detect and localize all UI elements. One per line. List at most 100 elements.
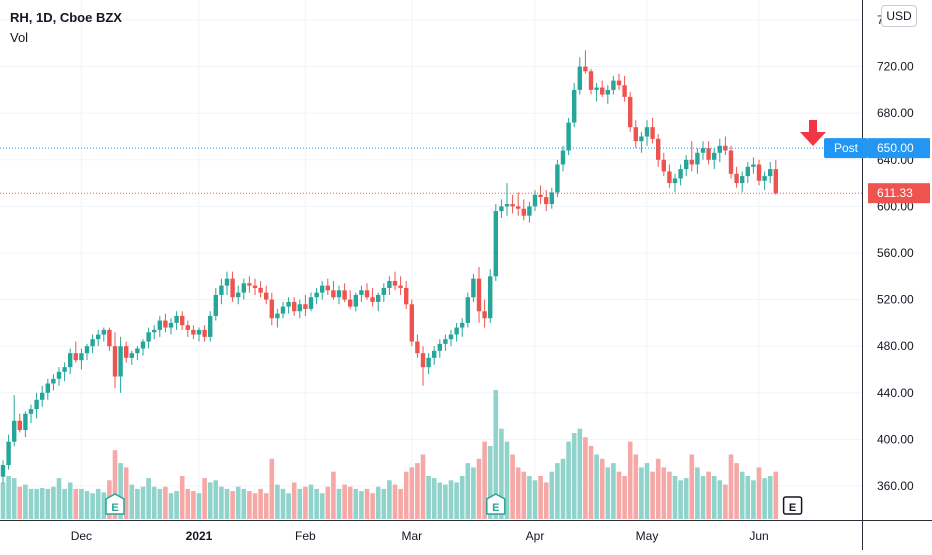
candle-body[interactable]: [566, 122, 571, 151]
candle-body[interactable]: [224, 278, 230, 286]
candle-body[interactable]: [460, 322, 465, 328]
candle-body[interactable]: [762, 176, 767, 181]
candle-body[interactable]: [773, 169, 778, 194]
candle-body[interactable]: [348, 299, 353, 307]
candle-body[interactable]: [62, 367, 67, 372]
candle-body[interactable]: [622, 85, 627, 97]
candle-body[interactable]: [325, 285, 330, 291]
candle-body[interactable]: [426, 357, 431, 368]
candle-body[interactable]: [12, 420, 17, 442]
candle-body[interactable]: [381, 287, 386, 295]
candle-body[interactable]: [482, 311, 487, 319]
candle-body[interactable]: [577, 66, 582, 90]
candle-body[interactable]: [588, 71, 594, 90]
candle-body[interactable]: [286, 301, 291, 307]
candle-body[interactable]: [364, 290, 370, 298]
candle-body[interactable]: [656, 138, 661, 160]
candle-body[interactable]: [101, 329, 106, 335]
candle-body[interactable]: [45, 383, 50, 393]
candle-body[interactable]: [112, 346, 118, 377]
candle-body[interactable]: [185, 325, 190, 330]
candle-body[interactable]: [219, 285, 224, 295]
candle-body[interactable]: [521, 208, 526, 216]
candle-body[interactable]: [432, 350, 437, 358]
candle-body[interactable]: [672, 178, 678, 184]
candle-body[interactable]: [107, 329, 112, 347]
candle-body[interactable]: [152, 329, 157, 333]
candle-body[interactable]: [756, 164, 762, 181]
candle-body[interactable]: [163, 320, 168, 328]
candle-body[interactable]: [745, 166, 750, 177]
candle-body[interactable]: [437, 343, 442, 351]
candle-body[interactable]: [644, 127, 650, 137]
candle-body[interactable]: [493, 211, 498, 277]
candle-body[interactable]: [23, 413, 28, 431]
candle-body[interactable]: [734, 173, 739, 184]
candle-body[interactable]: [230, 278, 235, 298]
candle-body[interactable]: [370, 297, 375, 302]
candle-body[interactable]: [17, 420, 22, 431]
candle-body[interactable]: [404, 287, 409, 305]
candle-body[interactable]: [241, 283, 246, 293]
candle-body[interactable]: [448, 334, 454, 340]
candle-body[interactable]: [331, 290, 336, 298]
candle-body[interactable]: [488, 276, 493, 319]
candle-body[interactable]: [28, 409, 34, 414]
candle-body[interactable]: [572, 89, 577, 123]
candle-body[interactable]: [297, 304, 302, 312]
candle-body[interactable]: [728, 150, 734, 174]
candle-body[interactable]: [353, 294, 358, 307]
candle-body[interactable]: [79, 353, 84, 361]
currency-button[interactable]: USD: [881, 5, 917, 27]
candle-body[interactable]: [723, 145, 728, 151]
candle-body[interactable]: [213, 294, 218, 316]
candle-body[interactable]: [706, 148, 711, 160]
candle-body[interactable]: [258, 287, 263, 293]
candle-body[interactable]: [398, 285, 403, 288]
candle-body[interactable]: [532, 194, 538, 207]
candle-body[interactable]: [174, 315, 179, 323]
candle-body[interactable]: [751, 164, 756, 167]
candle-body[interactable]: [56, 371, 62, 379]
candle-body[interactable]: [275, 313, 280, 319]
candle-body[interactable]: [68, 353, 73, 368]
candle-body[interactable]: [504, 204, 510, 207]
candle-body[interactable]: [180, 315, 185, 326]
candle-body[interactable]: [292, 301, 297, 312]
candle-body[interactable]: [336, 290, 342, 298]
candle-body[interactable]: [555, 164, 560, 193]
candle-body[interactable]: [140, 341, 146, 349]
earnings-marker[interactable]: [105, 493, 125, 515]
candle-body[interactable]: [90, 339, 95, 347]
candle-body[interactable]: [695, 152, 700, 165]
candle-body[interactable]: [476, 278, 482, 312]
candle-body[interactable]: [264, 292, 269, 300]
candle-body[interactable]: [661, 159, 666, 172]
candle-body[interactable]: [689, 159, 694, 165]
candle-body[interactable]: [124, 346, 129, 358]
candle-body[interactable]: [202, 329, 207, 337]
candle-body[interactable]: [129, 353, 134, 358]
candle-body[interactable]: [611, 80, 616, 90]
candle-body[interactable]: [605, 89, 610, 95]
candle-body[interactable]: [308, 297, 314, 309]
candle-body[interactable]: [392, 280, 398, 286]
candle-body[interactable]: [667, 171, 672, 184]
candle-body[interactable]: [0, 465, 6, 477]
candle-body[interactable]: [303, 304, 308, 309]
candle-body[interactable]: [135, 348, 140, 354]
candle-body[interactable]: [208, 315, 213, 337]
candle-body[interactable]: [96, 334, 101, 340]
candle-body[interactable]: [409, 304, 414, 342]
candle-body[interactable]: [768, 169, 773, 177]
candle-body[interactable]: [600, 87, 605, 95]
candle-body[interactable]: [191, 329, 196, 335]
candle-body[interactable]: [280, 306, 286, 314]
candle-body[interactable]: [471, 278, 476, 298]
candle-body[interactable]: [359, 290, 364, 295]
candle-body[interactable]: [420, 353, 426, 368]
candle-body[interactable]: [549, 192, 554, 205]
candle-body[interactable]: [118, 346, 123, 377]
